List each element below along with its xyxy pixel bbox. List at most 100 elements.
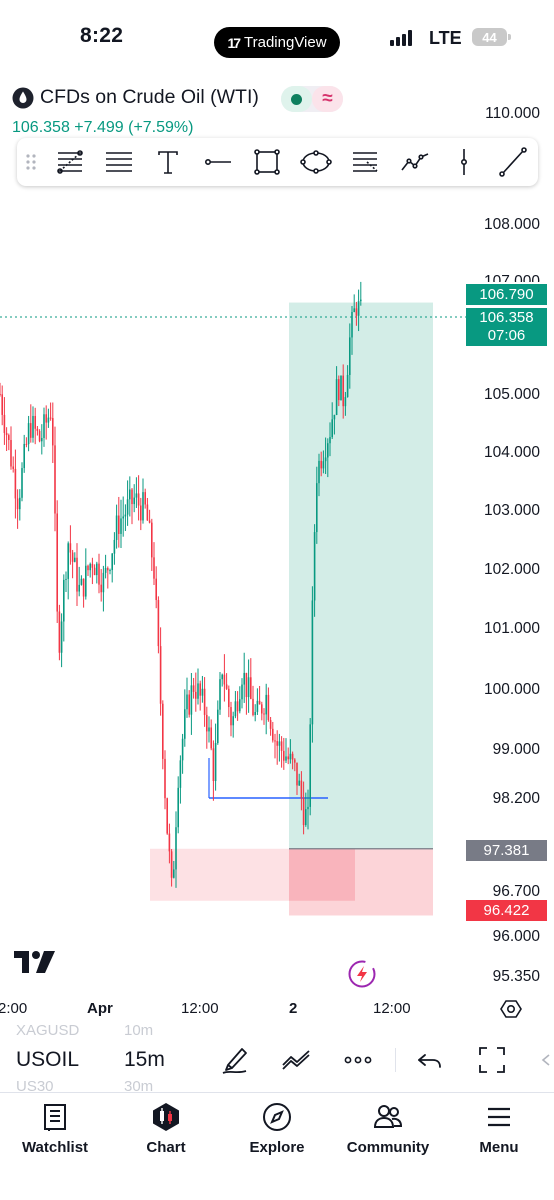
candle-body <box>265 694 267 715</box>
candle-body <box>34 415 36 429</box>
candle-body <box>45 414 47 423</box>
trend-line-tool[interactable] <box>489 138 538 186</box>
candle-body <box>122 516 124 519</box>
ellipse-tool[interactable] <box>291 138 340 186</box>
candle-body <box>245 672 248 698</box>
candle-body <box>296 762 298 786</box>
candle-body <box>74 557 76 562</box>
candle-body <box>5 432 8 436</box>
horizontal-lines-tool[interactable] <box>94 138 143 186</box>
nav-watchlist[interactable]: Watchlist <box>0 1101 110 1156</box>
price-tick: 105.000 <box>483 386 540 403</box>
candle-body <box>344 397 347 407</box>
candle-body <box>210 727 212 749</box>
symbol-selector[interactable]: USOIL <box>16 1048 80 1071</box>
next-timeframe-ghost: 30m <box>124 1078 154 1095</box>
candle-body <box>318 460 320 484</box>
candle-body <box>19 497 21 510</box>
candle-body <box>60 621 63 653</box>
horizontal-ray-tool[interactable] <box>193 138 242 186</box>
candle-body <box>239 699 241 712</box>
candle-body <box>254 711 256 715</box>
candle-body <box>155 578 157 601</box>
nav-explore[interactable]: Explore <box>222 1101 332 1156</box>
scroll-right-icon[interactable] <box>537 1043 554 1077</box>
candle-body <box>252 698 254 715</box>
more-options-icon[interactable] <box>341 1043 375 1077</box>
nav-chart-label: Chart <box>146 1139 186 1156</box>
time-tick: 12:00 <box>181 1000 219 1017</box>
market-open-badge[interactable] <box>281 86 312 112</box>
candle-body <box>223 674 226 685</box>
indicators-icon[interactable] <box>279 1043 313 1077</box>
candle-body <box>305 809 307 826</box>
candle-body <box>236 701 239 712</box>
drag-handle-icon[interactable] <box>17 138 45 186</box>
candle-body <box>166 798 168 834</box>
nav-community[interactable]: Community <box>333 1101 443 1156</box>
price-tick: 107.000 <box>483 273 540 282</box>
candle-body <box>219 679 221 710</box>
candle-body <box>230 707 232 726</box>
price-tick: 95.350 <box>492 968 540 985</box>
nav-menu[interactable]: Menu <box>444 1101 554 1156</box>
drawing-brush-icon[interactable] <box>218 1043 252 1077</box>
last-price: 106.358 <box>479 309 534 326</box>
undo-icon[interactable] <box>413 1043 447 1077</box>
candle-body <box>335 379 338 415</box>
candle-body <box>250 677 252 699</box>
timeframe-selector[interactable]: 15m <box>124 1048 165 1071</box>
candle-body <box>85 565 87 597</box>
candle-body <box>342 375 344 407</box>
compass-icon <box>263 1103 291 1131</box>
prev-timeframe-ghost: 10m <box>124 1022 154 1039</box>
price-tick: 103.000 <box>483 502 540 519</box>
candle-body <box>52 418 54 446</box>
fib-retracement-tool[interactable] <box>45 138 94 186</box>
candle-body <box>54 445 56 514</box>
market-status-badges[interactable]: ≈ <box>281 86 343 112</box>
text-tool[interactable] <box>144 138 193 186</box>
price-chart[interactable] <box>0 0 554 1000</box>
polyline-tool[interactable] <box>390 138 439 186</box>
candle-body <box>71 552 74 562</box>
candle-body <box>96 563 98 576</box>
candle-body <box>300 780 303 799</box>
candle-body <box>146 504 149 521</box>
candle-body <box>49 417 52 419</box>
candle-body <box>142 492 144 521</box>
candle-body <box>168 833 171 852</box>
candle-body <box>102 572 105 593</box>
time-tick: 12:00 <box>373 1000 411 1017</box>
candle-body <box>23 443 25 469</box>
candle-body <box>76 557 78 592</box>
chart-settings-icon[interactable] <box>499 997 523 1021</box>
candle-body <box>188 694 190 715</box>
price-tick: 104.000 <box>483 444 540 461</box>
rectangle-tool[interactable] <box>242 138 291 186</box>
candle-body <box>357 301 360 316</box>
tradingview-pill[interactable]: 17 TradingView <box>214 27 340 58</box>
tradingview-pill-label: TradingView <box>244 34 327 51</box>
candle-body <box>327 443 329 458</box>
candle-body <box>349 337 351 375</box>
vertical-line-tool[interactable] <box>439 138 488 186</box>
nav-menu-label: Menu <box>479 1139 519 1156</box>
drawing-toolbar <box>17 138 538 186</box>
fullscreen-icon[interactable] <box>475 1043 509 1077</box>
candle-body <box>192 685 195 692</box>
candle-body <box>285 756 287 761</box>
menu-icon <box>488 1107 510 1127</box>
candle-body <box>307 806 309 810</box>
position-tool[interactable] <box>341 138 390 186</box>
cfd-badge[interactable]: ≈ <box>312 86 343 112</box>
nav-chart[interactable]: Chart <box>111 1101 221 1156</box>
lightning-icon[interactable] <box>347 959 377 989</box>
price-tick: 96.700 <box>492 883 540 900</box>
candle-body <box>291 753 294 760</box>
candle-body <box>109 570 111 572</box>
symbol-header[interactable]: CFDs on Crude Oil (WTI) <box>12 86 259 109</box>
price-tick: 110.000 <box>485 105 540 122</box>
candle-body <box>162 703 164 759</box>
rectangle-icon <box>254 149 280 175</box>
